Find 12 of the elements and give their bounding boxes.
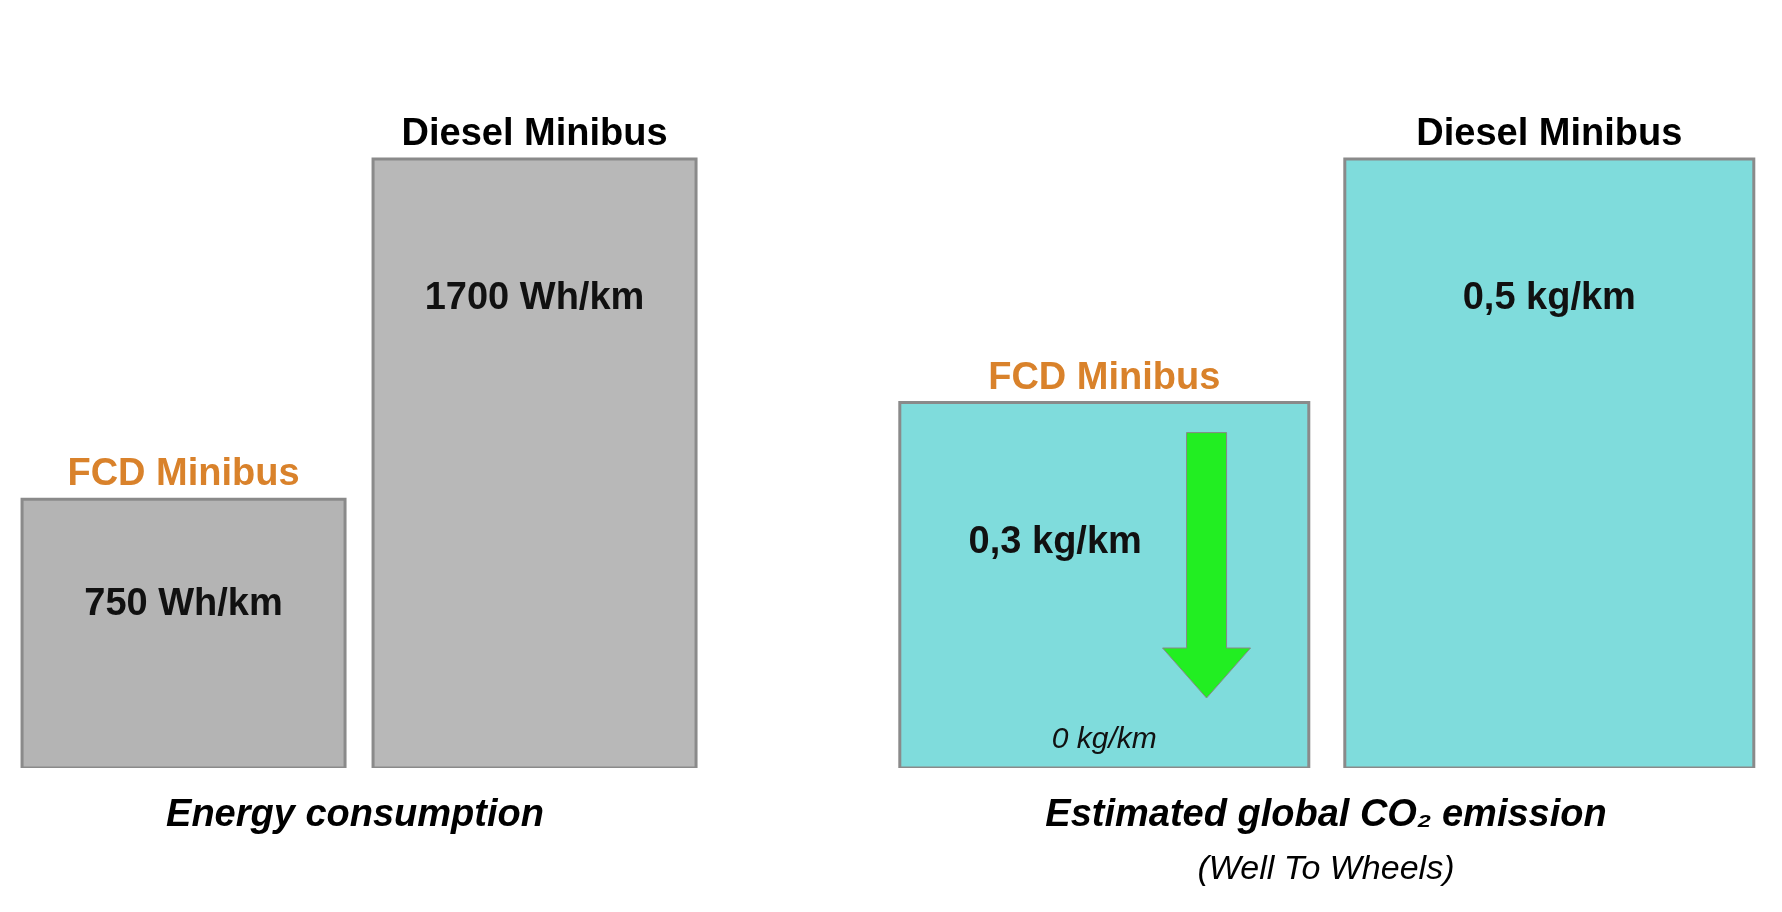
x-axis-title: Energy consumption	[165, 792, 545, 835]
x-tick-label: Diesel Minibus	[401, 111, 668, 153]
data-label: 750 Wh/km	[84, 580, 283, 623]
x-axis-title: Estimated global CO₂ emission	[1044, 792, 1608, 835]
annotation: 0 kg/km	[1051, 721, 1157, 754]
x-tick-label: FCD Minibus	[67, 451, 300, 494]
x-tick-label: Diesel Minibus	[1416, 111, 1683, 153]
text: (Well To Wheels)	[1196, 848, 1456, 887]
data-label: 1700 Wh/km	[424, 275, 645, 317]
data-label: 0,5 kg/km	[1462, 275, 1636, 317]
data-label: 0,3 kg/km	[968, 518, 1142, 561]
x-tick-label: FCD Minibus	[988, 354, 1221, 397]
